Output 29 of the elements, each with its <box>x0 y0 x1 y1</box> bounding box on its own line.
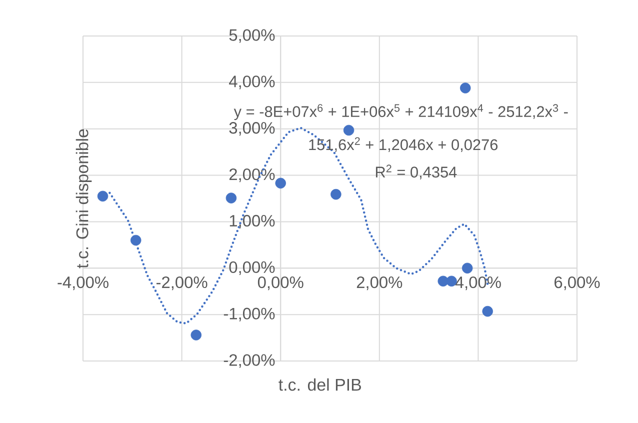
y-tick-label: 4,00% <box>229 76 275 90</box>
point <box>343 124 354 136</box>
y-tick-label: 5,00% <box>229 29 275 43</box>
x-axis-title: t.c. del PIB <box>278 378 361 391</box>
y-tick-label: 1,00% <box>230 214 275 229</box>
annotation: 151,6x$^{2}$ + 1,2046x + 0,0276 <box>309 137 498 152</box>
x-tick-label: 6,00% <box>554 276 600 290</box>
point <box>330 188 342 200</box>
text: y = -8E+07x$^{6}$ + 1E+06x$^{5}$ + 214109x$^{4}$ - 2512,2x$^{3}$ - <box>234 104 568 120</box>
point <box>190 330 202 340</box>
y-tick-label: 2,00% <box>229 168 275 182</box>
x-tick-label: 0,00% <box>258 276 304 290</box>
point <box>130 234 142 246</box>
y-tick-label: -2,00% <box>224 354 275 368</box>
y-tick-label: 3,00% <box>229 122 275 136</box>
x-tick-label: -4,00% <box>58 276 108 290</box>
y-tick-label: 0,00% <box>229 261 275 275</box>
x-tick-label: 4,00% <box>455 276 501 290</box>
y-axis-title: t.c. Gini disponible <box>76 129 92 268</box>
annotation: R$^{2}$ = 0,4354 <box>376 164 457 180</box>
x-tick-label: -2,00% <box>156 276 208 290</box>
point <box>460 82 471 94</box>
point <box>482 306 493 317</box>
y-tick-label: -1,00% <box>224 308 275 322</box>
point <box>97 190 108 202</box>
point <box>275 178 286 189</box>
point <box>462 262 473 274</box>
x-tick-label: 2,00% <box>356 276 402 290</box>
point <box>226 192 237 204</box>
